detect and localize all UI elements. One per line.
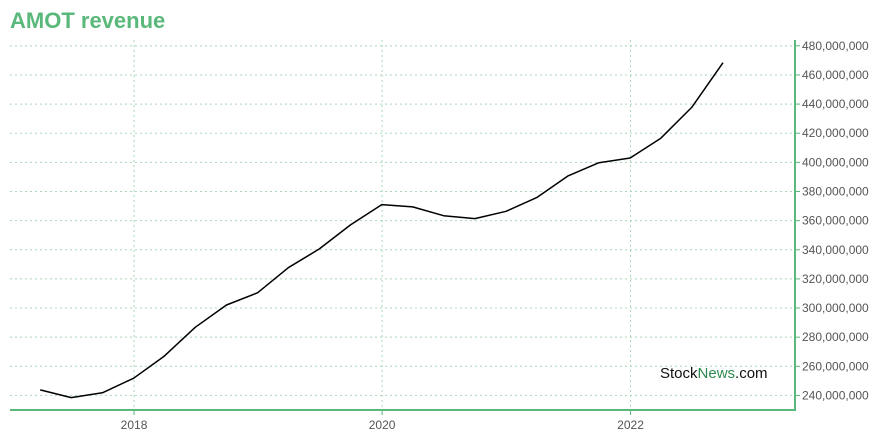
watermark-part-1: Stock (660, 365, 698, 382)
y-tick-label: 280,000,000 (802, 330, 869, 344)
data-point (412, 206, 414, 208)
revenue-series-line (40, 62, 724, 399)
grid-lines (10, 40, 795, 410)
chart-title: AMOT revenue (10, 8, 166, 33)
y-tick-label: 440,000,000 (802, 97, 869, 111)
data-point (567, 175, 569, 177)
data-point (722, 62, 724, 64)
watermark: StockNews.com (660, 365, 768, 382)
y-tick-label: 300,000,000 (802, 301, 869, 315)
x-tick-label: 2020 (369, 418, 396, 432)
y-tick-label: 340,000,000 (802, 243, 869, 257)
y-tick-label: 260,000,000 (802, 359, 869, 373)
data-point (70, 397, 72, 399)
watermark-part-2: News (697, 365, 736, 382)
data-point (443, 215, 445, 217)
y-axis-ticks: 240,000,000 260,000,000 280,000,000 300,000… (795, 39, 869, 402)
y-tick-label: 460,000,000 (802, 68, 869, 82)
y-tick-label: 320,000,000 (802, 272, 869, 286)
data-point (318, 248, 320, 250)
data-point (163, 355, 165, 357)
data-point (691, 106, 693, 108)
y-tick-label: 400,000,000 (802, 155, 869, 169)
y-tick-label: 480,000,000 (802, 39, 869, 53)
data-point (381, 204, 383, 206)
y-tick-label: 420,000,000 (802, 126, 869, 140)
data-point (257, 292, 259, 294)
x-tick-label: 2022 (617, 418, 644, 432)
data-point (101, 392, 103, 394)
y-tick-label: 380,000,000 (802, 184, 869, 198)
data-point (287, 267, 289, 269)
series-group (39, 62, 724, 399)
data-point (598, 162, 600, 164)
data-point (350, 224, 352, 226)
y-tick-label: 360,000,000 (802, 214, 869, 228)
axes (10, 40, 796, 411)
x-axis-ticks: 2018 2020 2022 (121, 410, 644, 432)
watermark-part-3: .com (735, 365, 768, 382)
data-point (194, 326, 196, 328)
x-tick-label: 2018 (121, 418, 148, 432)
y-tick-label: 240,000,000 (802, 388, 869, 402)
data-point (39, 389, 41, 391)
data-point (536, 197, 538, 199)
data-point (474, 218, 476, 220)
data-point (133, 377, 135, 379)
data-point (629, 157, 631, 159)
data-point (505, 210, 507, 212)
data-point (225, 304, 227, 306)
data-point (660, 137, 662, 139)
